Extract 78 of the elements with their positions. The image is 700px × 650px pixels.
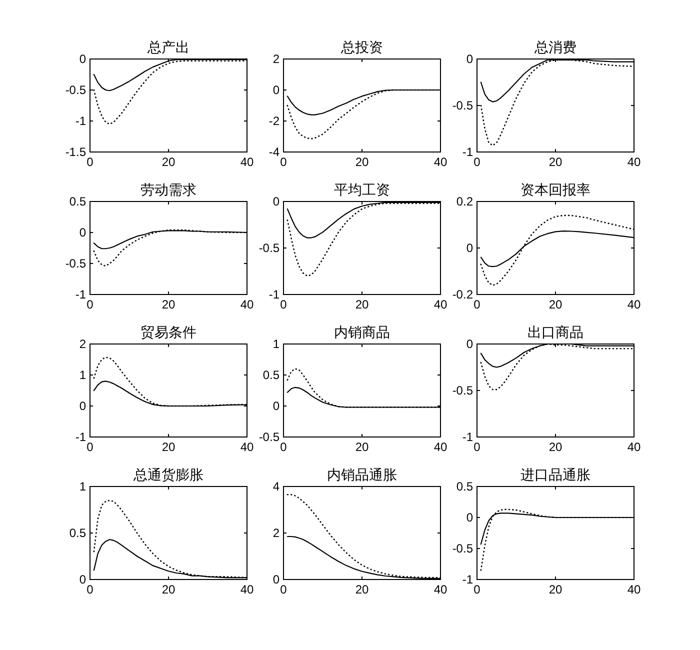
y-tick-label: -1: [462, 145, 474, 159]
y-tick-label: 0: [272, 399, 280, 413]
y-tick-label: -1: [462, 430, 474, 444]
x-tick-label: 40: [627, 155, 641, 169]
y-tick-label: -1.5: [65, 145, 86, 159]
x-tick-label: 40: [627, 440, 641, 454]
x-tick-label: 20: [548, 298, 562, 312]
x-tick-label: 20: [162, 440, 176, 454]
y-tick-label: -4: [268, 145, 280, 159]
y-tick-label: 0: [79, 52, 86, 66]
chart-title: 贸易条件: [140, 324, 196, 340]
x-tick-label: 40: [240, 298, 254, 312]
y-tick-label: -0.2: [452, 288, 474, 302]
x-tick-label: 40: [434, 155, 448, 169]
y-tick-label: 0: [272, 194, 280, 208]
y-tick-label: 0.5: [262, 368, 280, 382]
x-tick-label: 40: [627, 298, 641, 312]
y-tick-label: 1: [79, 480, 86, 494]
chart-title: 内销商品: [334, 324, 390, 340]
y-tick-label: -1: [75, 288, 86, 302]
x-tick-label: 40: [434, 582, 448, 596]
chart-title: 总通货膨胀: [132, 466, 204, 482]
x-tick-label: 20: [162, 298, 176, 312]
y-tick-label: 0: [79, 399, 86, 413]
chart-title: 总投资: [340, 39, 383, 55]
x-tick-label: 40: [434, 440, 448, 454]
chart-title: 进口品通胀: [520, 466, 590, 482]
y-tick-label: -0.5: [65, 256, 86, 270]
y-tick-label: -0.5: [452, 384, 474, 398]
x-tick-label: 40: [240, 582, 254, 596]
chart-title: 平均工资: [334, 182, 390, 198]
x-tick-label: 20: [548, 440, 562, 454]
chart-title: 总消费: [534, 39, 576, 55]
x-tick-label: 20: [355, 440, 369, 454]
x-tick-label: 40: [240, 440, 254, 454]
chart-title: 资本回报率: [520, 182, 590, 198]
y-tick-label: -0.5: [452, 542, 474, 556]
y-tick-label: 1: [272, 337, 280, 351]
chart-title: 出口商品: [528, 324, 584, 340]
x-tick-label: 20: [355, 155, 369, 169]
y-tick-label: 0: [79, 226, 86, 240]
chart-title: 总产出: [146, 39, 190, 55]
x-tick-label: 20: [548, 155, 562, 169]
chart-title: 内销品通胀: [327, 466, 397, 482]
x-tick-label: 40: [434, 298, 448, 312]
y-tick-label: -2: [268, 114, 280, 128]
y-tick-label: 2: [79, 337, 86, 351]
y-tick-label: 0.5: [69, 526, 86, 540]
y-tick-label: 0: [272, 83, 280, 97]
y-tick-label: 2: [272, 52, 280, 66]
x-tick-label: 20: [162, 582, 176, 596]
y-tick-label: -0.5: [258, 241, 280, 255]
y-tick-label: -0.5: [65, 83, 86, 97]
y-tick-label: -1: [462, 572, 474, 586]
y-tick-label: 0: [79, 572, 86, 586]
y-tick-label: 0.5: [456, 480, 474, 494]
x-tick-label: 20: [548, 582, 562, 596]
chart-title: 劳动需求: [140, 182, 196, 198]
x-tick-label: 20: [355, 582, 369, 596]
y-tick-label: 0.2: [456, 194, 474, 208]
y-tick-label: 4: [272, 480, 280, 494]
x-tick-label: 40: [627, 582, 641, 596]
y-tick-label: 0: [466, 52, 474, 66]
y-tick-label: -1: [75, 114, 86, 128]
x-tick-label: 20: [162, 155, 176, 169]
y-tick-label: 0: [466, 241, 474, 255]
y-tick-label: -1: [268, 288, 280, 302]
x-tick-label: 40: [240, 155, 254, 169]
y-tick-label: 0.5: [69, 194, 86, 208]
x-tick-label: 20: [355, 298, 369, 312]
y-tick-label: -1: [75, 430, 86, 444]
y-tick-label: 0: [466, 510, 474, 524]
y-tick-label: -0.5: [258, 430, 280, 444]
y-tick-label: 0: [466, 337, 474, 351]
y-tick-label: 2: [272, 526, 280, 540]
y-tick-label: 0: [272, 572, 280, 586]
y-tick-label: -0.5: [452, 98, 474, 112]
y-tick-label: 1: [79, 368, 86, 382]
